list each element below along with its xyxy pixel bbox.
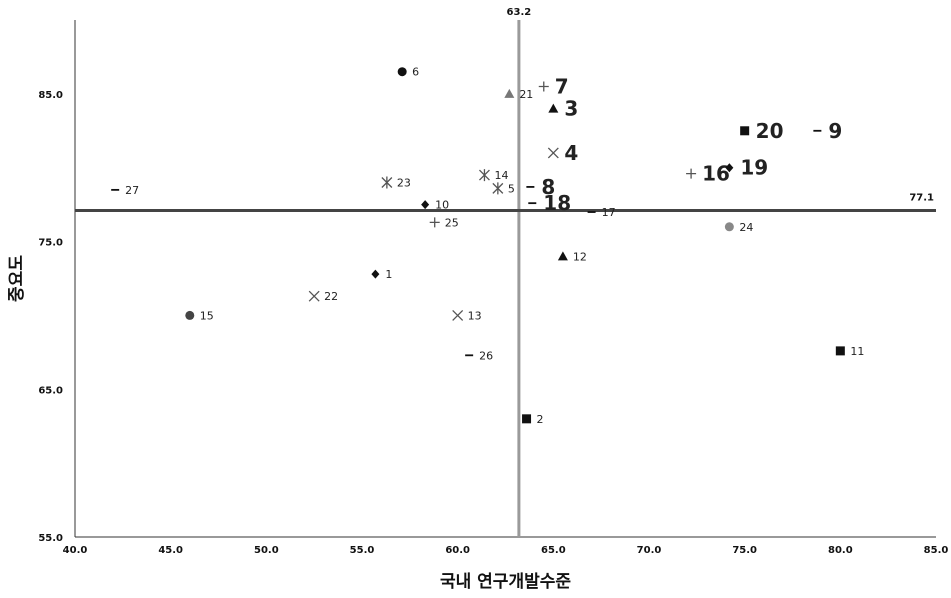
- point-label: 5: [508, 182, 515, 195]
- point-label: 9: [828, 119, 842, 143]
- point-label: 18: [543, 191, 571, 215]
- x-tick-label: 55.0: [350, 545, 375, 556]
- point-label: 3: [564, 97, 578, 121]
- data-point-16: 16: [686, 162, 730, 186]
- triangle-marker: [557, 251, 568, 261]
- y-tick-label: 65.0: [38, 385, 63, 396]
- star-marker: [478, 169, 490, 182]
- data-point-26: 26: [465, 349, 493, 362]
- point-label: 26: [479, 349, 493, 362]
- point-label: 21: [519, 88, 533, 101]
- square-marker: [835, 346, 845, 356]
- diamond-marker: [421, 200, 430, 210]
- point-label: 20: [756, 119, 784, 143]
- point-label: 16: [702, 162, 730, 186]
- x-tick-label: 80.0: [828, 545, 853, 556]
- point-label: 19: [740, 156, 768, 180]
- data-point-24: 24: [724, 221, 753, 234]
- diamond-marker: [725, 163, 734, 173]
- plus-marker: [538, 81, 549, 92]
- point-label: 22: [324, 290, 338, 303]
- triangle-marker: [504, 88, 515, 98]
- circle-marker: [185, 310, 195, 320]
- square-marker: [522, 414, 532, 424]
- point-label: 12: [573, 250, 587, 263]
- data-point-1: 1: [371, 268, 392, 281]
- data-point-21: 21: [504, 88, 533, 101]
- data-point-23: 23: [381, 176, 411, 189]
- data-point-11: 11: [835, 345, 864, 358]
- plus-marker: [429, 217, 440, 228]
- data-point-17: 17: [587, 206, 616, 219]
- point-label: 4: [564, 141, 578, 165]
- x-tick-label: 50.0: [254, 545, 279, 556]
- vertical-reference-label: 63.2: [507, 7, 532, 18]
- y-tick-label: 75.0: [38, 238, 63, 249]
- data-point-8: 8: [526, 175, 555, 199]
- point-label: 2: [537, 413, 544, 426]
- point-label: 1: [385, 268, 392, 281]
- data-point-19: 19: [725, 156, 768, 180]
- data-point-18: 18: [528, 191, 571, 215]
- data-points: 1234567891011121314151617181920212223242…: [111, 66, 864, 426]
- y-tick-label: 85.0: [38, 90, 63, 101]
- data-point-3: 3: [548, 97, 578, 121]
- data-point-9: 9: [813, 119, 842, 143]
- star-marker: [492, 182, 504, 195]
- horizontal-reference-label: 77.1: [909, 193, 934, 204]
- data-point-5: 5: [492, 182, 515, 195]
- data-point-6: 6: [397, 66, 419, 79]
- point-label: 8: [541, 175, 555, 199]
- circle-marker: [397, 67, 407, 77]
- x-marker: [547, 147, 559, 159]
- plus-marker: [686, 168, 697, 179]
- data-point-15: 15: [185, 309, 214, 322]
- triangle-marker: [548, 103, 559, 113]
- point-label: 7: [555, 74, 569, 98]
- axes-layer: 40.0 45.0 50.0 55.0 60.0 65.0 70.0 75.0 80.0 85.0…: [38, 20, 948, 556]
- point-label: 11: [850, 345, 864, 358]
- data-point-13: 13: [452, 309, 482, 322]
- x-tick-label: 45.0: [158, 545, 183, 556]
- x-tick-label: 40.0: [63, 545, 88, 556]
- x-tick-label: 75.0: [732, 545, 757, 556]
- point-label: 13: [468, 309, 482, 322]
- x-tick-label: 70.0: [637, 545, 662, 556]
- data-point-20: 20: [740, 119, 784, 143]
- y-axis-title: 중요도: [7, 255, 27, 302]
- data-point-2: 2: [522, 413, 544, 426]
- x-tick-label: 60.0: [445, 545, 470, 556]
- data-point-12: 12: [557, 250, 587, 263]
- x-axis-title: 국내 연구개발수준: [440, 572, 571, 592]
- square-marker: [740, 126, 750, 136]
- data-point-7: 7: [538, 74, 569, 98]
- point-label: 27: [125, 184, 139, 197]
- data-point-25: 25: [429, 216, 459, 229]
- point-label: 10: [435, 199, 449, 212]
- star-marker: [381, 176, 393, 189]
- point-label: 24: [739, 221, 753, 234]
- diamond-marker: [371, 269, 380, 279]
- point-label: 25: [445, 216, 459, 229]
- point-label: 6: [412, 66, 419, 79]
- circle-marker: [724, 222, 734, 232]
- data-point-10: 10: [421, 199, 449, 212]
- data-point-4: 4: [547, 141, 578, 165]
- x-tick-label: 65.0: [541, 545, 566, 556]
- point-label: 15: [200, 309, 214, 322]
- data-point-22: 22: [308, 290, 338, 303]
- data-point-27: 27: [111, 184, 139, 197]
- x-tick-label: 85.0: [924, 545, 949, 556]
- reference-lines: 63.2 77.1: [75, 7, 936, 537]
- x-marker: [452, 309, 464, 321]
- point-label: 23: [397, 176, 411, 189]
- data-point-14: 14: [478, 169, 508, 182]
- y-tick-label: 55.0: [38, 533, 63, 544]
- x-marker: [308, 290, 320, 302]
- point-label: 17: [602, 206, 616, 219]
- point-label: 14: [494, 169, 508, 182]
